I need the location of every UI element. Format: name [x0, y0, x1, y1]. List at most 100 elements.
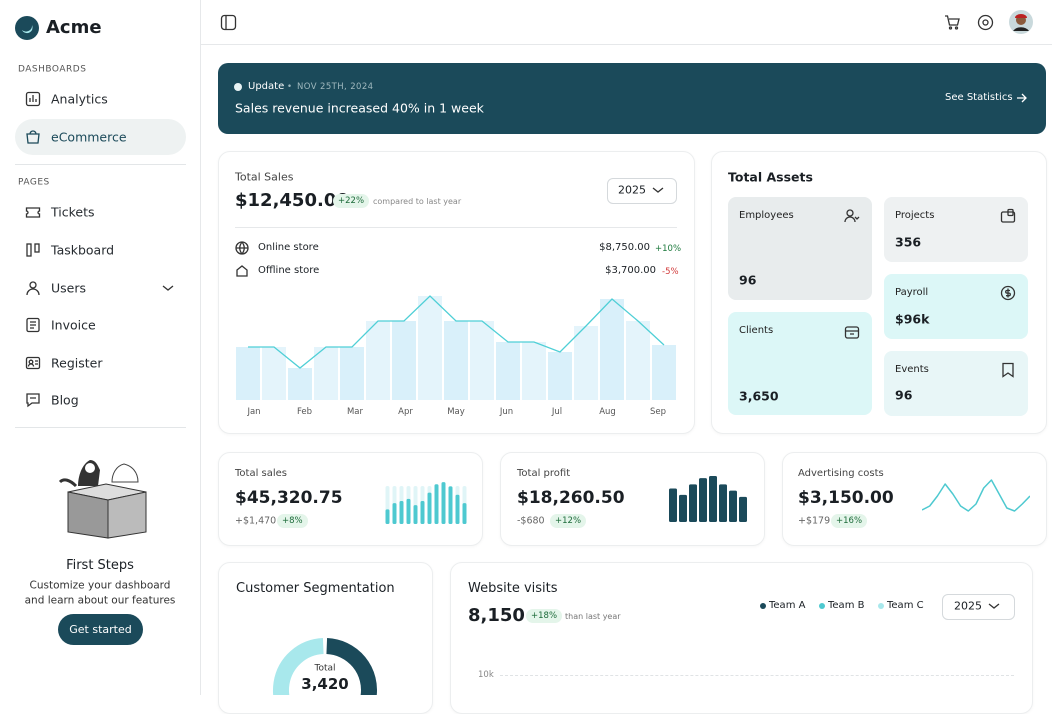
- banner-link[interactable]: See Statistics: [945, 92, 1013, 103]
- bar: [427, 492, 432, 524]
- chevron[interactable]: [162, 283, 174, 293]
- nav-item[interactable]: Tickets: [51, 204, 95, 220]
- nav-item[interactable]: Invoice: [51, 317, 96, 333]
- bar: [496, 342, 520, 400]
- tile-label: Events: [895, 364, 929, 375]
- legend-label: Team B: [828, 600, 865, 611]
- year-select[interactable]: [607, 178, 677, 204]
- store-value: $3,700.00: [605, 265, 656, 276]
- section-title: PAGES: [18, 177, 50, 188]
- x-tick-label: May: [447, 407, 465, 417]
- icon: [26, 393, 40, 408]
- bar: [420, 501, 425, 524]
- icon: [26, 317, 40, 333]
- nav-item[interactable]: Users: [51, 280, 87, 296]
- store-change: -5%: [662, 266, 679, 277]
- banner: [218, 63, 1046, 134]
- bar: [462, 503, 467, 524]
- tile: [728, 197, 872, 300]
- label: Total Sales: [235, 170, 294, 184]
- brand: Acme: [46, 17, 102, 39]
- bar: [739, 496, 747, 522]
- x-tick-label: Jun: [499, 407, 513, 417]
- tile-label: Payroll: [895, 287, 929, 298]
- badge: +16%: [831, 514, 868, 528]
- stat-card: [782, 452, 1047, 546]
- icon: [25, 91, 41, 107]
- settings[interactable]: [977, 14, 994, 31]
- icon: [26, 243, 40, 257]
- x-tick-label: Sep: [650, 407, 666, 417]
- bar: [548, 352, 572, 400]
- divider: [15, 164, 186, 165]
- nav-item[interactable]: Register: [51, 355, 103, 371]
- stat-label: Total sales: [235, 468, 288, 479]
- store-name: Offline store: [258, 265, 320, 276]
- legend-label: Team A: [769, 600, 806, 611]
- badge: +8%: [277, 514, 308, 528]
- mini-chart: [669, 476, 747, 522]
- tile-label: Employees: [739, 210, 794, 221]
- nav-item[interactable]: Taskboard: [51, 242, 115, 258]
- segmentation-card: [218, 562, 433, 714]
- button[interactable]: Get started: [58, 614, 143, 645]
- chevron: [652, 187, 664, 193]
- note: than last year: [565, 612, 621, 622]
- nav-item[interactable]: Analytics: [51, 91, 108, 107]
- store-value: $8,750.00: [599, 242, 650, 253]
- sidebar: [0, 0, 201, 695]
- chevron: [988, 603, 1000, 609]
- sidebar-toggle[interactable]: [220, 14, 237, 31]
- nav-item[interactable]: Blog: [51, 392, 79, 408]
- bar: [366, 321, 390, 400]
- year-select[interactable]: [942, 594, 1015, 620]
- icon: [844, 209, 860, 223]
- bar: [392, 503, 397, 524]
- bar: [626, 321, 650, 400]
- tile: [884, 197, 1028, 262]
- stat-delta: -$680: [517, 515, 545, 527]
- cart[interactable]: [944, 14, 961, 31]
- stat-label: Total profit: [517, 468, 571, 479]
- line: [248, 295, 665, 369]
- legend-dot: [878, 603, 884, 609]
- total-value: 3,420: [301, 675, 349, 693]
- bar: [679, 494, 687, 522]
- stat-value: $18,260.50: [517, 487, 625, 508]
- nav-item[interactable]: eCommerce: [51, 129, 127, 145]
- stat-delta: +$1,470: [235, 515, 277, 527]
- bar: [699, 478, 707, 522]
- x-tick-label: Aug: [599, 407, 616, 417]
- donut-segment: [273, 638, 324, 695]
- promo-text: and learn about our features: [24, 594, 176, 607]
- banner-message: Sales revenue increased 40% in 1 week: [235, 100, 484, 116]
- promo-title: First Steps: [66, 558, 134, 574]
- topbar-border: [201, 44, 1052, 45]
- bar: [522, 342, 546, 400]
- stat-delta: +$179: [798, 515, 831, 527]
- note: compared to last year: [373, 197, 462, 207]
- tile: [728, 312, 872, 415]
- stat-value: $3,150.00: [798, 487, 894, 508]
- donut: [273, 638, 377, 695]
- bar: [669, 488, 677, 522]
- tile-value: 3,650: [739, 388, 779, 404]
- badge: +12%: [550, 514, 587, 528]
- bar: [418, 296, 442, 400]
- bar: [455, 494, 460, 524]
- icon: [26, 130, 40, 144]
- tile-label: Clients: [739, 325, 774, 336]
- visits-card: [450, 562, 1033, 714]
- bar: [652, 345, 676, 400]
- avatar[interactable]: [1009, 10, 1033, 34]
- bar: [444, 321, 468, 400]
- donut-segment: [326, 638, 377, 695]
- bar: [574, 326, 598, 400]
- bar: [719, 484, 727, 522]
- bar: [236, 347, 260, 400]
- banner-tag: Update: [248, 81, 285, 92]
- stat-label: Advertising costs: [798, 468, 884, 479]
- bar: [262, 347, 286, 400]
- badge: +22%: [333, 194, 370, 208]
